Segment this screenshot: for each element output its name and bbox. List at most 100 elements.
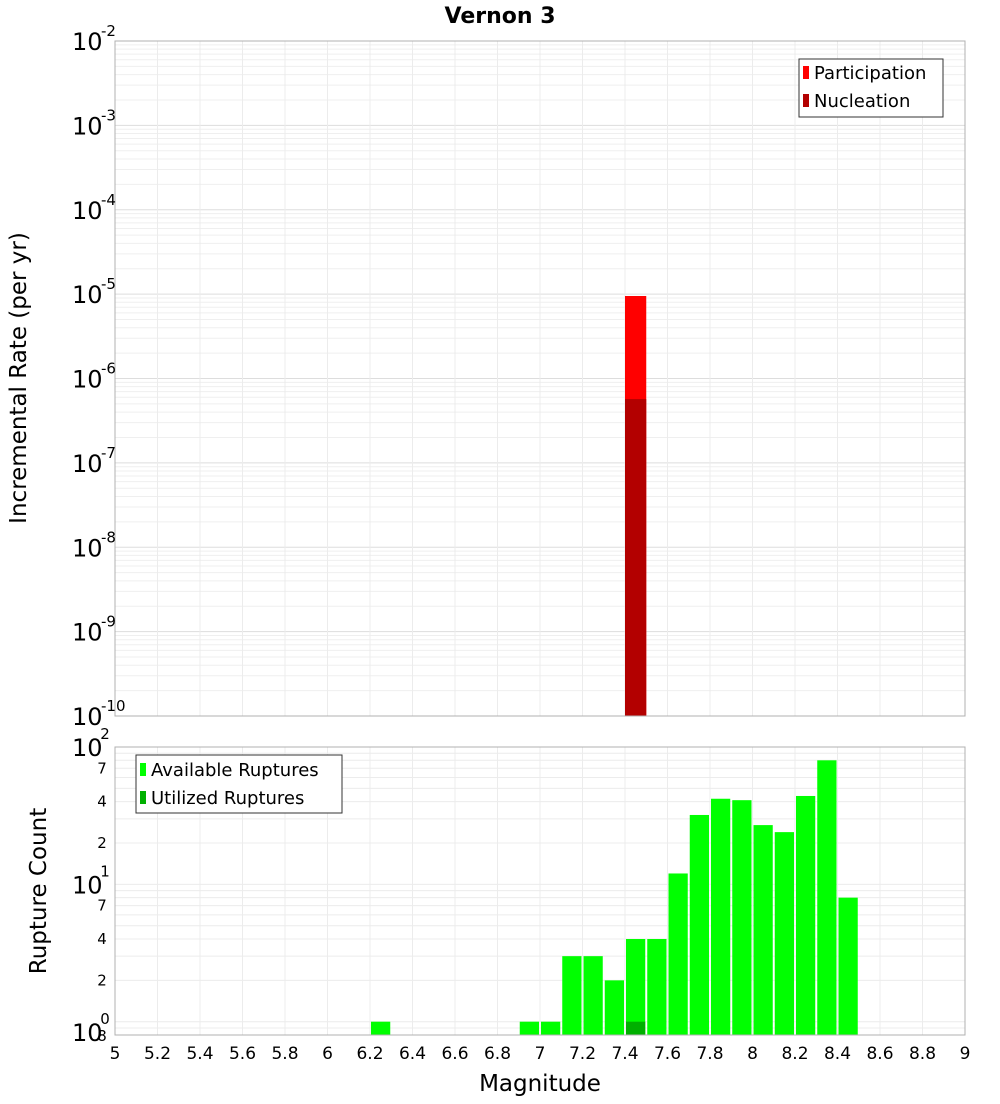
y-tick-base: 10 bbox=[72, 1019, 103, 1047]
top-legend: Participation Nucleation bbox=[798, 58, 944, 118]
bar-available-ruptures bbox=[647, 939, 667, 1035]
legend-swatch-participation bbox=[803, 66, 809, 79]
bar-available-ruptures bbox=[541, 1021, 561, 1035]
bar-available-ruptures bbox=[796, 795, 816, 1035]
y-tick-base: 10 bbox=[72, 28, 103, 56]
x-tick-label: 6.2 bbox=[356, 1044, 383, 1064]
y-tick-base: 10 bbox=[72, 534, 103, 562]
y-tick-label: 10-5 bbox=[72, 275, 116, 309]
y-tick-label: 10-3 bbox=[72, 106, 116, 140]
y-tick-label: 10-4 bbox=[72, 191, 116, 225]
x-tick-label: 9 bbox=[960, 1044, 971, 1064]
x-tick-label: 7.6 bbox=[654, 1044, 681, 1064]
y-tick-label: 101 bbox=[72, 862, 110, 899]
y-tick-exponent: 0 bbox=[100, 1010, 110, 1028]
bottom-plot-border bbox=[114, 746, 966, 1036]
y-tick-base: 10 bbox=[72, 703, 103, 731]
y-tick-base: 10 bbox=[72, 619, 103, 647]
bar-available-ruptures bbox=[583, 956, 603, 1035]
top-y-tick-labels: 10-210-310-410-510-610-710-810-910-10 bbox=[72, 22, 126, 731]
top-panel: 10-210-310-410-510-610-710-810-910-10 In… bbox=[6, 22, 966, 731]
bottom-legend: Available Ruptures Utilized Ruptures bbox=[135, 754, 343, 814]
bottom-legend-box bbox=[135, 754, 343, 814]
y-tick-exponent: -9 bbox=[101, 613, 116, 631]
legend-label-available: Available Ruptures bbox=[151, 760, 319, 781]
x-tick-label: 6.8 bbox=[484, 1044, 511, 1064]
x-axis-title: Magnitude bbox=[479, 1071, 601, 1097]
y-tick-exponent: -3 bbox=[101, 106, 116, 124]
bar-available-ruptures bbox=[519, 1021, 539, 1035]
top-y-axis-title: Incremental Rate (per yr) bbox=[6, 232, 32, 524]
x-tick-label: 7 bbox=[535, 1044, 546, 1064]
y-tick-exponent: -4 bbox=[101, 191, 116, 209]
y-tick-exponent: 1 bbox=[100, 862, 110, 880]
x-tick-label: 6.6 bbox=[441, 1044, 468, 1064]
y-minor-tick-label: 8 bbox=[97, 1027, 107, 1045]
x-tick-label: 5.2 bbox=[144, 1044, 171, 1064]
y-minor-tick-label: 7 bbox=[97, 897, 107, 915]
top-plot-border bbox=[114, 40, 966, 717]
y-tick-base: 10 bbox=[72, 871, 103, 899]
x-tick-label: 5.8 bbox=[271, 1044, 298, 1064]
y-tick-exponent: -6 bbox=[101, 360, 116, 378]
bar-available-ruptures bbox=[711, 798, 731, 1035]
y-tick-label: 10-2 bbox=[72, 22, 116, 56]
y-tick-exponent: -2 bbox=[101, 22, 116, 40]
top-legend-box bbox=[798, 58, 944, 118]
top-grid bbox=[114, 40, 966, 717]
chart-title: Vernon 3 bbox=[445, 4, 556, 29]
legend-swatch-utilized bbox=[140, 791, 146, 804]
x-tick-label: 7.8 bbox=[696, 1044, 723, 1064]
y-tick-base: 10 bbox=[72, 281, 103, 309]
y-tick-base: 10 bbox=[72, 366, 103, 394]
bar-available-ruptures bbox=[838, 897, 858, 1035]
y-minor-tick-label: 4 bbox=[97, 930, 107, 948]
x-tick-label: 8.6 bbox=[866, 1044, 893, 1064]
y-tick-label: 10-8 bbox=[72, 528, 116, 562]
bar-nucleation bbox=[625, 399, 647, 716]
y-tick-exponent: -8 bbox=[101, 528, 116, 546]
bar-available-ruptures bbox=[774, 832, 794, 1035]
bottom-y-axis-title: Rupture Count bbox=[26, 808, 52, 974]
y-tick-label: 10-9 bbox=[72, 613, 116, 647]
x-tick-label: 8 bbox=[747, 1044, 758, 1064]
bar-available-ruptures bbox=[371, 1021, 391, 1035]
bottom-bars bbox=[371, 760, 858, 1035]
y-tick-label: 10-6 bbox=[72, 360, 116, 394]
x-tick-label: 6 bbox=[322, 1044, 333, 1064]
y-tick-exponent: -7 bbox=[101, 444, 116, 462]
y-tick-label: 100 bbox=[72, 1010, 110, 1047]
bar-available-ruptures bbox=[753, 825, 773, 1035]
x-tick-label: 8.8 bbox=[909, 1044, 936, 1064]
y-tick-exponent: -5 bbox=[101, 275, 116, 293]
y-minor-tick-label: 4 bbox=[97, 793, 107, 811]
y-tick-label: 10-7 bbox=[72, 444, 116, 478]
y-tick-label: 102 bbox=[72, 725, 110, 762]
bar-available-ruptures bbox=[689, 814, 709, 1035]
y-minor-tick-label: 2 bbox=[97, 834, 107, 852]
x-tick-label: 7.2 bbox=[569, 1044, 596, 1064]
x-tick-label: 8.4 bbox=[824, 1044, 851, 1064]
bar-available-ruptures bbox=[604, 980, 624, 1035]
legend-swatch-nucleation bbox=[803, 94, 809, 107]
x-tick-label: 8.2 bbox=[781, 1044, 808, 1064]
legend-label-nucleation: Nucleation bbox=[814, 91, 910, 112]
legend-swatch-available bbox=[140, 763, 146, 776]
x-tick-label: 5.4 bbox=[186, 1044, 213, 1064]
y-tick-exponent: 2 bbox=[100, 725, 110, 743]
bar-available-ruptures bbox=[817, 760, 837, 1035]
bar-utilized-ruptures bbox=[626, 1021, 646, 1035]
bar-available-ruptures bbox=[562, 956, 582, 1035]
y-tick-base: 10 bbox=[72, 450, 103, 478]
y-tick-label: 10-10 bbox=[72, 697, 126, 731]
bar-available-ruptures bbox=[626, 939, 646, 1035]
bar-available-ruptures bbox=[668, 873, 688, 1035]
legend-label-utilized: Utilized Ruptures bbox=[151, 788, 304, 809]
y-tick-base: 10 bbox=[72, 197, 103, 225]
top-bars bbox=[625, 296, 647, 716]
bar-available-ruptures bbox=[732, 800, 752, 1035]
y-tick-base: 10 bbox=[72, 112, 103, 140]
y-tick-exponent: -10 bbox=[101, 697, 126, 715]
